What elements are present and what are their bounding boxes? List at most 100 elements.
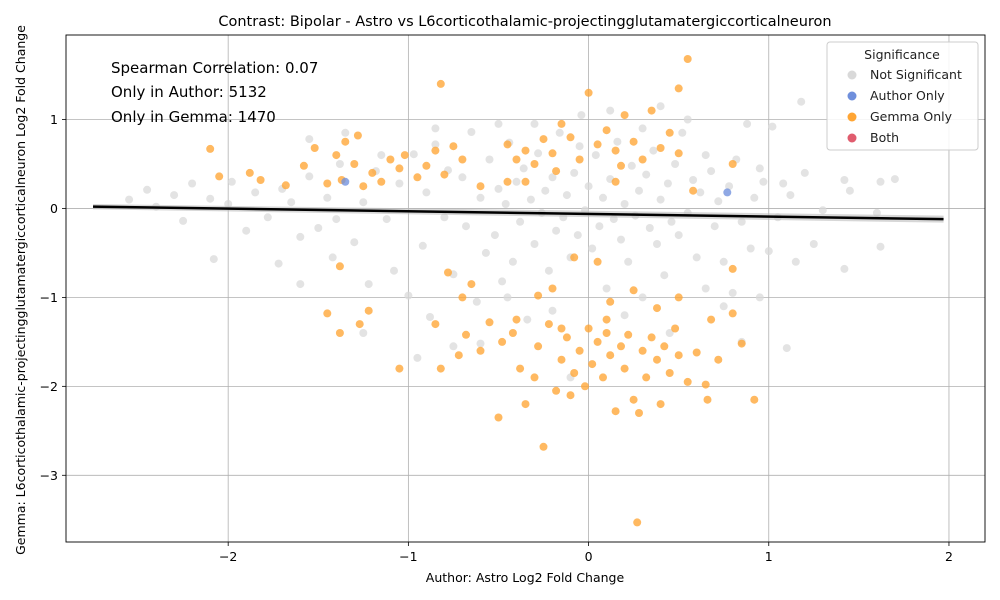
point-gemma-only	[206, 144, 215, 153]
point-not-significant	[620, 200, 629, 208]
legend-marker-not-significant	[847, 70, 857, 80]
point-gemma-only	[557, 355, 566, 364]
point-gemma-only	[386, 155, 395, 164]
point-gemma-only	[557, 324, 566, 333]
point-not-significant	[314, 224, 323, 232]
series-gemma-only	[206, 55, 759, 527]
point-gemma-only	[703, 395, 712, 404]
point-gemma-only	[503, 177, 512, 186]
point-gemma-only	[602, 315, 611, 324]
point-not-significant	[701, 284, 710, 293]
point-gemma-only	[353, 131, 362, 140]
point-gemma-only	[617, 161, 625, 170]
point-not-significant	[620, 311, 629, 320]
point-gemma-only	[611, 177, 620, 186]
x-tick-label: −1	[399, 549, 417, 564]
point-not-significant	[701, 151, 710, 160]
point-not-significant	[350, 238, 359, 247]
point-not-significant	[382, 215, 391, 224]
point-not-significant	[526, 195, 535, 204]
point-gemma-only	[440, 170, 449, 179]
point-gemma-only	[629, 395, 638, 404]
point-gemma-only	[638, 155, 647, 164]
point-gemma-only	[355, 320, 364, 329]
point-gemma-only	[256, 176, 265, 184]
point-gemma-only	[245, 168, 254, 177]
point-gemma-only	[584, 88, 593, 97]
point-gemma-only	[552, 386, 561, 395]
point-not-significant	[209, 255, 218, 264]
x-tick-label: 2	[945, 549, 953, 564]
point-gemma-only	[606, 351, 615, 360]
point-not-significant	[523, 315, 532, 324]
point-gemma-only	[530, 160, 539, 168]
point-not-significant	[638, 124, 647, 133]
point-not-significant	[494, 184, 503, 193]
point-not-significant	[750, 193, 759, 202]
legend-label-gemma-only: Gemma Only	[870, 109, 953, 124]
x-tick-label: −2	[219, 549, 237, 564]
point-not-significant	[179, 216, 188, 225]
point-not-significant	[395, 179, 404, 188]
point-gemma-only	[620, 111, 629, 120]
point-not-significant	[426, 313, 434, 321]
point-not-significant	[645, 224, 654, 232]
point-not-significant	[503, 293, 512, 302]
point-not-significant	[409, 150, 418, 159]
point-gemma-only	[323, 179, 332, 188]
point-not-significant	[692, 253, 701, 262]
point-author-only	[341, 177, 350, 186]
point-not-significant	[227, 177, 236, 186]
point-gemma-only	[602, 126, 611, 135]
point-gemma-only	[593, 257, 602, 266]
point-gemma-only	[512, 155, 521, 164]
point-not-significant	[490, 231, 499, 240]
point-not-significant	[606, 106, 615, 115]
point-not-significant	[242, 226, 251, 235]
point-gemma-only	[674, 84, 683, 93]
point-not-significant	[663, 179, 672, 188]
y-axis-label: Gemma: L6corticothalamic-projectinggluta…	[13, 25, 28, 555]
point-not-significant	[671, 160, 680, 168]
point-gemma-only	[299, 161, 308, 170]
legend-marker-author-only	[847, 91, 857, 101]
point-gemma-only	[665, 128, 674, 137]
point-not-significant	[530, 119, 539, 128]
point-gemma-only	[629, 137, 638, 146]
point-gemma-only	[350, 160, 359, 168]
chart-title: Contrast: Bipolar - Astro vs L6corticoth…	[218, 14, 831, 30]
point-not-significant	[809, 240, 818, 248]
point-not-significant	[328, 253, 337, 262]
point-gemma-only	[494, 413, 503, 422]
point-not-significant	[719, 302, 728, 311]
point-gemma-only	[377, 177, 386, 186]
regression-line	[93, 204, 944, 223]
x-tick-label: 1	[765, 549, 773, 564]
y-tick-label: 0	[50, 201, 58, 216]
point-gemma-only	[335, 329, 344, 337]
y-tick-label: −2	[40, 379, 58, 394]
point-not-significant	[170, 191, 179, 200]
point-not-significant	[755, 164, 764, 173]
point-not-significant	[624, 257, 633, 266]
point-not-significant	[638, 293, 647, 302]
point-not-significant	[481, 248, 490, 257]
point-not-significant	[599, 193, 607, 202]
point-gemma-only	[557, 119, 566, 128]
point-gemma-only	[617, 342, 625, 351]
point-gemma-only	[476, 182, 485, 191]
x-axis-label: Author: Astro Log2 Fold Change	[426, 570, 625, 585]
y-tick-label: −3	[40, 468, 58, 483]
point-gemma-only	[656, 400, 665, 409]
point-gemma-only	[593, 140, 602, 149]
point-not-significant	[575, 142, 584, 151]
point-gemma-only	[512, 315, 521, 324]
point-not-significant	[656, 195, 665, 204]
annotation-spearman: Spearman Correlation: 0.07	[111, 59, 318, 77]
point-not-significant	[710, 222, 719, 231]
point-gemma-only	[539, 135, 548, 144]
point-not-significant	[818, 206, 827, 215]
point-gemma-only	[728, 160, 737, 168]
point-not-significant	[449, 342, 458, 351]
